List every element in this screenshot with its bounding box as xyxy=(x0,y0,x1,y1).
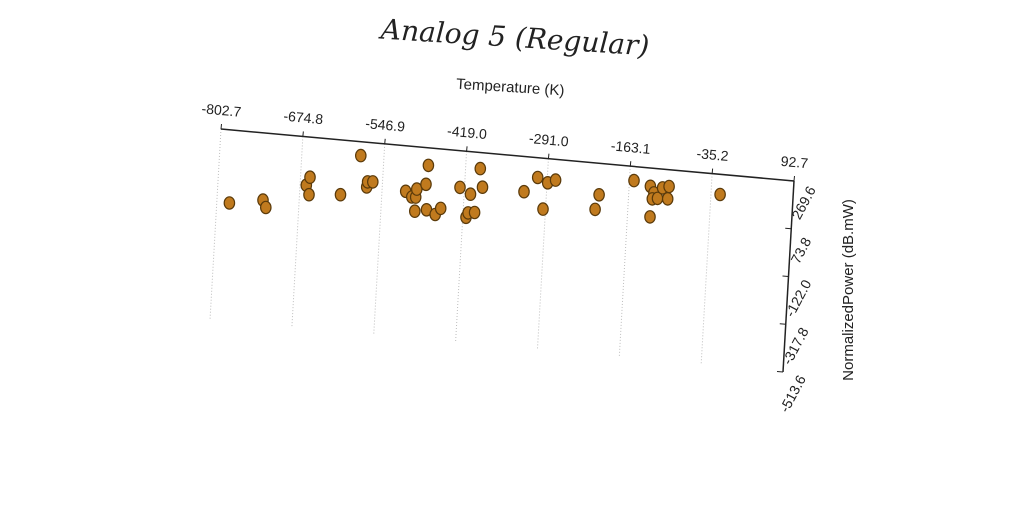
data-point xyxy=(223,196,236,210)
data-point xyxy=(518,184,530,199)
x-tick-label: -163.1 xyxy=(610,137,651,157)
axis-layer: -802.7 -674.8 -546.9 -419.0 -291.0 -163.1 -35.… xyxy=(201,100,819,415)
data-point xyxy=(334,187,347,202)
data-point xyxy=(408,204,421,218)
data-points xyxy=(223,148,726,225)
x-grid-line xyxy=(373,143,386,335)
data-point xyxy=(531,170,544,185)
x-grid-line xyxy=(209,128,222,321)
data-point xyxy=(354,148,367,163)
x-axis-title: Temperature (K) xyxy=(456,76,565,100)
data-point xyxy=(663,179,675,194)
data-point xyxy=(464,187,477,201)
data-point xyxy=(549,173,562,187)
x-tick-label: -291.0 xyxy=(528,130,569,150)
x-axis-line xyxy=(220,128,795,182)
x-grid-line xyxy=(536,158,549,350)
x-grid-line xyxy=(455,151,468,343)
y-tick-mark xyxy=(776,371,784,373)
y-tick-mark xyxy=(787,180,795,182)
chart-title: Analog 5 (Regular) xyxy=(377,12,650,62)
x-tick-mark xyxy=(384,138,386,144)
data-point xyxy=(468,205,481,220)
data-point xyxy=(476,180,489,194)
x-tick-label: -419.0 xyxy=(447,123,488,143)
x-tick-mark xyxy=(220,123,222,130)
x-grid-line xyxy=(618,166,631,358)
x-tick-label: -802.7 xyxy=(201,100,242,120)
data-point xyxy=(474,161,487,176)
y-tick-mark xyxy=(779,323,786,325)
y-tick-label: -513.6 xyxy=(776,372,809,415)
data-point xyxy=(454,180,466,195)
x-tick-label: -674.8 xyxy=(283,108,324,128)
x-grid-line xyxy=(700,173,713,365)
data-point xyxy=(661,192,674,206)
data-point xyxy=(589,202,601,217)
x-axis-title-wrap: Temperature (K) xyxy=(456,76,565,100)
y-tick-mark xyxy=(785,227,792,230)
x-tick-label: -546.9 xyxy=(365,115,406,135)
x-tick-mark xyxy=(466,146,468,152)
data-point xyxy=(422,158,435,173)
data-point xyxy=(366,175,379,189)
y-axis-title-wrap: NormalizedPower (dB.mW) xyxy=(840,199,857,381)
x-tick-label: -35.2 xyxy=(696,145,729,164)
x-tick-mark xyxy=(547,153,550,159)
data-point xyxy=(259,200,272,215)
data-point xyxy=(434,201,447,216)
y-tick-mark xyxy=(782,275,789,277)
x-grid-line xyxy=(291,136,304,328)
data-point xyxy=(593,188,605,202)
data-point xyxy=(714,187,726,202)
grid-layer xyxy=(209,128,713,365)
data-point xyxy=(644,210,656,224)
data-point xyxy=(304,170,316,184)
y-axis-title: NormalizedPower (dB.mW) xyxy=(840,199,857,381)
data-point xyxy=(628,173,640,188)
y-tick-label: 73.8 xyxy=(787,234,814,266)
data-point xyxy=(303,187,315,202)
x-tick-mark xyxy=(629,161,632,167)
x-tick-mark xyxy=(302,131,304,137)
x-tick-mark xyxy=(711,168,714,174)
x-tick-mark xyxy=(793,175,795,182)
x-tick-label: 92.7 xyxy=(780,153,809,171)
data-point xyxy=(420,177,432,192)
data-point xyxy=(537,202,549,216)
